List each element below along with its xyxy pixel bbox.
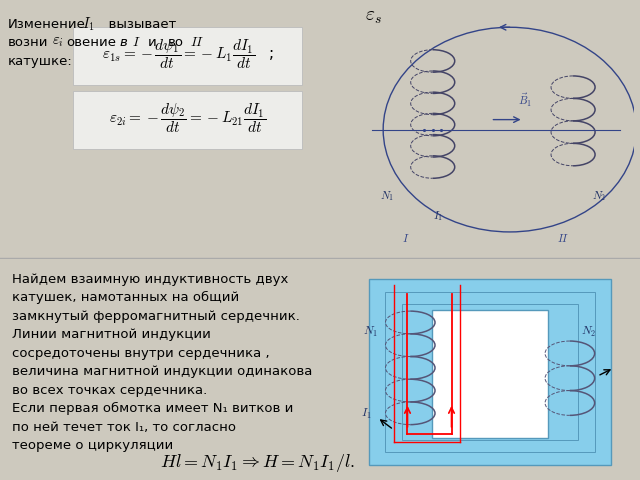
Text: катушке:: катушке:	[8, 55, 73, 68]
Text: $\varepsilon_s$: $\varepsilon_s$	[365, 7, 381, 26]
Text: $I$: $I$	[132, 36, 141, 49]
Text: $\vec{B}_1$: $\vec{B}_1$	[518, 91, 532, 108]
Text: величина магнитной индукции одинакова: величина магнитной индукции одинакова	[12, 365, 312, 378]
Bar	[385, 291, 595, 453]
Bar	[432, 310, 548, 438]
Text: $\varepsilon_{1s} = -\dfrac{d\psi_1}{dt} = -L_1\dfrac{dI_1}{dt}\;$  ;: $\varepsilon_{1s} = -\dfrac{d\psi_1}{dt}…	[102, 37, 274, 71]
Text: Линии магнитной индукции: Линии магнитной индукции	[12, 328, 211, 341]
Text: $I_1$: $I_1$	[361, 408, 371, 421]
FancyBboxPatch shape	[73, 27, 302, 85]
Text: вызывает: вызывает	[100, 18, 176, 31]
Text: по ней течет ток I₁, то согласно: по ней течет ток I₁, то согласно	[12, 421, 236, 434]
Text: $\varepsilon_{2i} = -\dfrac{d\psi_2}{dt} = -L_{21}\dfrac{dI_1}{dt}$: $\varepsilon_{2i} = -\dfrac{d\psi_2}{dt}…	[109, 101, 267, 135]
FancyBboxPatch shape	[73, 91, 302, 149]
Text: $Hl = N_1 I_1 \Rightarrow H = N_1 I_1 / l.$: $Hl = N_1 I_1 \Rightarrow H = N_1 I_1 / …	[160, 452, 355, 474]
Text: и: и	[148, 36, 157, 49]
Text: в: в	[120, 36, 128, 49]
Text: теореме о циркуляции: теореме о циркуляции	[12, 439, 173, 453]
Text: $N_1$: $N_1$	[364, 325, 378, 339]
Text: $II$: $II$	[557, 232, 569, 244]
Text: Изменение: Изменение	[8, 18, 86, 31]
Text: $N_1$: $N_1$	[380, 190, 395, 204]
Text: сосредоточены внутри сердечника ,: сосредоточены внутри сердечника ,	[12, 347, 269, 360]
Text: $II$: $II$	[190, 36, 204, 49]
Text: $I_1$: $I_1$	[433, 209, 443, 223]
Text: катушек, намотанных на общий: катушек, намотанных на общий	[12, 291, 239, 304]
Text: $I$: $I$	[403, 232, 410, 244]
Text: $\varepsilon_i$: $\varepsilon_i$	[52, 34, 64, 49]
Text: во: во	[168, 36, 184, 49]
Text: $N_2$: $N_2$	[581, 325, 596, 339]
Text: $N_2$: $N_2$	[593, 190, 607, 204]
Text: Найдем взаимную индуктивность двух: Найдем взаимную индуктивность двух	[12, 273, 289, 286]
Bar	[369, 279, 611, 465]
Text: Если первая обмотка имеет N₁ витков и: Если первая обмотка имеет N₁ витков и	[12, 402, 293, 415]
Text: возни: возни	[8, 36, 49, 49]
Text: замкнутый ферромагнитный сердечник.: замкнутый ферромагнитный сердечник.	[12, 310, 300, 323]
Bar	[402, 304, 578, 440]
Text: овение: овение	[66, 36, 116, 49]
Text: во всех точках сердечника.: во всех точках сердечника.	[12, 384, 207, 397]
Text: $I_1$: $I_1$	[82, 15, 95, 33]
